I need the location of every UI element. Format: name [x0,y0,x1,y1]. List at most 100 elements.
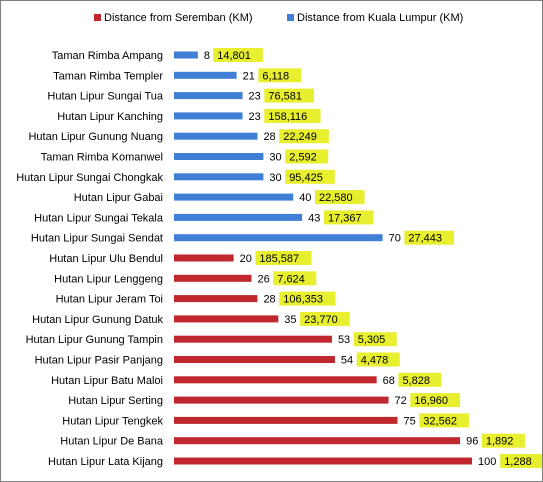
category-label: Hutan Lipur Tengkek [62,415,163,427]
category-label: Taman Rimba Ampang [52,50,163,62]
value-label: 20 [240,253,252,265]
highlight-label: 27,443 [408,233,442,245]
highlight-box [315,190,365,205]
legend-label-1: Distance from Kuala Lumpur (KM) [297,12,463,24]
highlight-label: 23,770 [304,314,338,326]
bar [174,254,234,262]
highlight-box [356,352,400,367]
value-label: 72 [395,395,407,407]
bar [174,173,264,181]
bar [174,437,461,445]
highlight-box [353,332,397,347]
highlight-label: 1,892 [486,436,514,448]
highlight-label: 22,580 [319,192,353,204]
value-label: 28 [263,294,275,306]
highlight-label: 185,587 [259,253,299,265]
category-label: Hutan Lipur Serting [68,395,163,407]
value-label: 28 [263,131,275,143]
highlight-label: 106,353 [283,294,323,306]
highlight-label: 22,249 [283,131,317,143]
bar [174,132,258,140]
legend-swatch-0 [94,14,101,21]
highlight-box [404,230,454,245]
highlight-box [264,108,321,123]
category-label: Hutan Lipur Gabai [74,192,163,204]
highlight-box [264,88,314,103]
bar [174,295,258,303]
value-label: 68 [383,375,395,387]
value-label: 30 [269,172,281,184]
bar [174,416,398,424]
highlight-box [323,210,374,225]
value-label: 43 [308,212,320,224]
bar [174,213,303,221]
value-label: 23 [249,111,261,123]
value-label: 100 [478,456,496,468]
category-label: Taman Rimba Templer [53,70,163,82]
highlight-box [285,149,329,164]
category-label: Hutan Lipur Sungai Sendat [31,233,163,245]
value-label: 26 [257,273,269,285]
highlight-label: 76,581 [268,91,302,103]
value-label: 35 [284,314,296,326]
highlight-label: 95,425 [289,172,323,184]
bar [174,335,332,343]
bar [174,234,383,242]
value-label: 96 [466,436,478,448]
category-label: Hutan Lipur Lata Kijang [48,456,163,468]
highlight-label: 5,305 [358,334,386,346]
highlight-box [300,311,350,326]
highlight-box [410,393,460,408]
highlight-box [500,454,542,468]
value-label: 54 [341,355,353,367]
highlight-label: 17,367 [328,212,362,224]
value-label: 75 [404,415,416,427]
bar [174,396,389,404]
highlight-label: 32,562 [423,415,457,427]
legend: Distance from Seremban (KM) Distance from… [94,12,463,24]
highlight-box [273,271,317,286]
bar [174,457,472,465]
value-label: 21 [243,70,255,82]
bar [174,51,198,59]
highlight-box [285,169,335,184]
value-label: 30 [269,152,281,164]
highlight-label: 1,288 [504,456,532,468]
category-label: Hutan Lipur Lenggeng [54,273,163,285]
highlight-box [398,372,442,387]
bar [174,112,243,120]
bar [174,376,377,384]
bar [174,193,294,201]
category-label: Hutan Lipur Pasir Panjang [35,355,163,367]
highlight-label: 4,478 [361,355,389,367]
highlight-label: 5,828 [402,375,430,387]
bars: Taman Rimba Ampang 8 14,801 Taman Rimba Tem… [16,48,542,468]
highlight-label: 6,118 [262,70,289,82]
highlight-box [419,413,469,428]
category-label: Hutan Lipur Batu Maloi [51,375,163,387]
bar [174,274,252,282]
bar [174,71,237,79]
value-label: 53 [338,334,350,346]
category-label: Hutan Lipur Sungai Chongkak [16,172,163,184]
category-label: Hutan Lipur Gunung Nuang [28,131,163,143]
category-label: Hutan Lipur Gunung Tampin [26,334,163,346]
value-label: 70 [389,233,401,245]
value-label: 23 [249,91,261,103]
bar [174,356,335,363]
bar [174,153,264,160]
category-label: Hutan Lipur Sungai Tekala [34,212,164,224]
bar [174,92,243,100]
highlight-box [258,68,302,83]
highlight-label: 16,960 [414,395,448,407]
highlight-label: 158,116 [268,111,307,123]
value-label: 8 [204,50,210,62]
category-label: Hutan Lipur Gunung Datuk [32,314,163,326]
bar [174,315,279,323]
highlight-box [279,129,329,144]
highlight-box [255,251,312,265]
highlight-label: 7,624 [277,273,305,285]
highlight-label: 14,801 [217,50,251,62]
